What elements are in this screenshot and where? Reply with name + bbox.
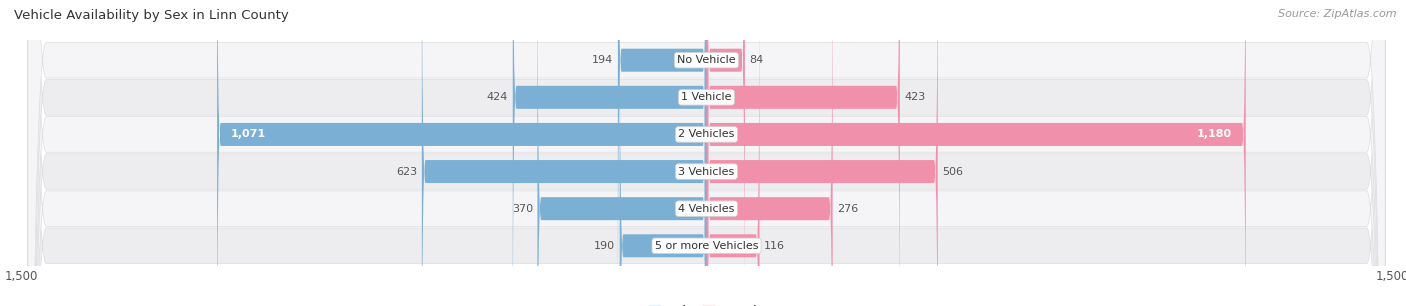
Text: 1,071: 1,071 [231, 129, 266, 140]
FancyBboxPatch shape [28, 0, 1385, 306]
Text: Vehicle Availability by Sex in Linn County: Vehicle Availability by Sex in Linn Coun… [14, 9, 288, 22]
Text: 1,180: 1,180 [1197, 129, 1232, 140]
FancyBboxPatch shape [28, 0, 1385, 306]
FancyBboxPatch shape [28, 0, 1385, 306]
FancyBboxPatch shape [620, 0, 707, 306]
Text: No Vehicle: No Vehicle [678, 55, 735, 65]
FancyBboxPatch shape [28, 0, 1385, 306]
Text: Source: ZipAtlas.com: Source: ZipAtlas.com [1278, 9, 1396, 19]
Text: 84: 84 [749, 55, 763, 65]
FancyBboxPatch shape [707, 0, 759, 306]
Text: 5 or more Vehicles: 5 or more Vehicles [655, 241, 758, 251]
Text: 623: 623 [396, 166, 418, 177]
Text: 276: 276 [837, 204, 859, 214]
FancyBboxPatch shape [707, 0, 938, 306]
FancyBboxPatch shape [707, 0, 1246, 306]
FancyBboxPatch shape [28, 0, 1385, 306]
FancyBboxPatch shape [422, 0, 707, 306]
Text: 370: 370 [512, 204, 533, 214]
FancyBboxPatch shape [707, 0, 745, 306]
FancyBboxPatch shape [537, 0, 707, 306]
FancyBboxPatch shape [513, 0, 707, 306]
FancyBboxPatch shape [217, 0, 707, 306]
FancyBboxPatch shape [707, 0, 832, 306]
FancyBboxPatch shape [707, 0, 900, 306]
Text: 1 Vehicle: 1 Vehicle [682, 92, 731, 102]
Text: 190: 190 [593, 241, 616, 251]
Text: 424: 424 [486, 92, 508, 102]
Text: 3 Vehicles: 3 Vehicles [678, 166, 735, 177]
Legend: Male, Female: Male, Female [643, 300, 770, 306]
FancyBboxPatch shape [617, 0, 707, 306]
FancyBboxPatch shape [28, 0, 1385, 306]
Text: 116: 116 [763, 241, 785, 251]
Text: 423: 423 [904, 92, 925, 102]
Text: 506: 506 [942, 166, 963, 177]
Text: 194: 194 [592, 55, 613, 65]
Text: 4 Vehicles: 4 Vehicles [678, 204, 735, 214]
Text: 2 Vehicles: 2 Vehicles [678, 129, 735, 140]
